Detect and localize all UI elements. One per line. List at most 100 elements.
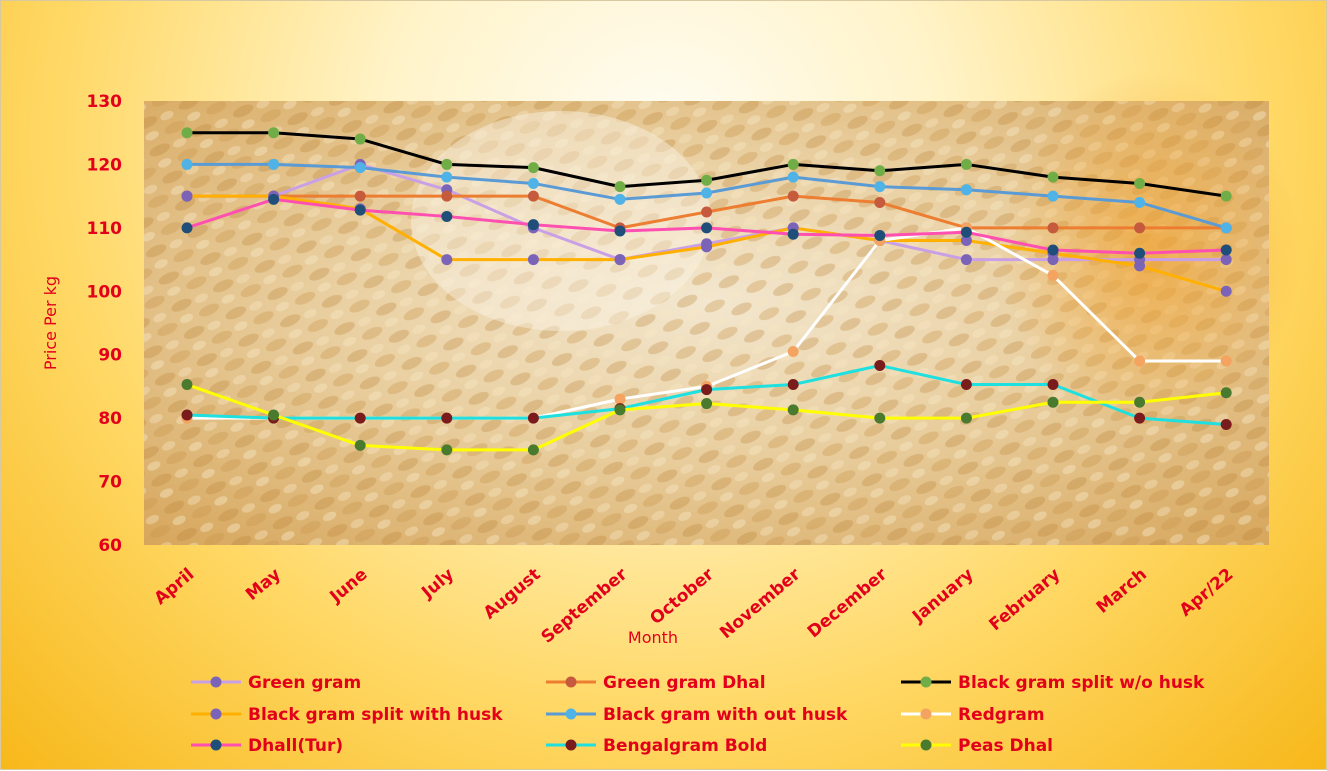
legend-item: Black gram split with husk bbox=[191, 705, 503, 725]
data-point bbox=[354, 439, 366, 451]
legend-item: Green gram bbox=[191, 673, 361, 693]
data-point bbox=[614, 393, 626, 405]
x-tick-label: June bbox=[326, 565, 372, 608]
data-point bbox=[1134, 260, 1146, 272]
data-point bbox=[527, 412, 539, 424]
data-point bbox=[874, 196, 886, 208]
legend-item: Black gram with out husk bbox=[546, 705, 848, 725]
y-tick-label: 80 bbox=[98, 409, 122, 429]
series-peas-dhal bbox=[181, 379, 1232, 456]
x-tick-label: August bbox=[480, 565, 545, 624]
x-axis-title: Month bbox=[628, 628, 678, 647]
data-point bbox=[960, 412, 972, 424]
data-point bbox=[181, 409, 193, 421]
data-point bbox=[268, 158, 280, 170]
data-point bbox=[527, 254, 539, 266]
x-tick-label: October bbox=[646, 564, 718, 629]
x-tick-label: April bbox=[151, 565, 199, 609]
data-point bbox=[354, 162, 366, 174]
data-point bbox=[701, 174, 713, 186]
data-point bbox=[527, 444, 539, 456]
data-point bbox=[441, 210, 453, 222]
data-point bbox=[181, 190, 193, 202]
data-point bbox=[701, 398, 713, 410]
data-point bbox=[181, 158, 193, 170]
data-point bbox=[787, 171, 799, 183]
data-point bbox=[268, 409, 280, 421]
series-layer bbox=[181, 127, 1232, 456]
legend-item: Bengalgram Bold bbox=[546, 736, 767, 756]
data-point bbox=[787, 404, 799, 416]
data-point bbox=[1134, 247, 1146, 259]
data-point bbox=[527, 219, 539, 231]
data-point bbox=[181, 379, 193, 391]
legend-label: Peas Dhal bbox=[958, 736, 1053, 756]
data-point bbox=[441, 254, 453, 266]
data-point bbox=[701, 187, 713, 199]
data-point bbox=[1134, 412, 1146, 424]
data-point bbox=[527, 190, 539, 202]
x-tick-label: Apr/22 bbox=[1176, 565, 1238, 621]
data-point bbox=[787, 228, 799, 240]
y-tick-label: 60 bbox=[98, 536, 122, 556]
data-point bbox=[787, 379, 799, 391]
data-point bbox=[354, 133, 366, 145]
data-point bbox=[614, 225, 626, 237]
data-point bbox=[441, 444, 453, 456]
x-tick-label: January bbox=[908, 565, 978, 628]
legend-swatch-marker bbox=[565, 676, 577, 688]
y-tick-label: 100 bbox=[87, 282, 123, 302]
legend-item: Peas Dhal bbox=[901, 736, 1053, 756]
data-point bbox=[701, 206, 713, 218]
data-point bbox=[1047, 222, 1059, 234]
legend-label: Black gram split with husk bbox=[248, 705, 503, 725]
legend-swatch-marker bbox=[210, 708, 222, 720]
data-point bbox=[1220, 418, 1232, 430]
y-tick-label: 70 bbox=[98, 473, 122, 493]
legend-label: Redgram bbox=[958, 705, 1045, 725]
data-point bbox=[268, 193, 280, 205]
legend-label: Dhall(Tur) bbox=[248, 736, 343, 756]
legend-item: Dhall(Tur) bbox=[191, 736, 343, 756]
data-point bbox=[701, 241, 713, 253]
series-dhall-tur- bbox=[181, 193, 1232, 259]
legend-item: Redgram bbox=[901, 705, 1045, 725]
data-point bbox=[874, 165, 886, 177]
legend-swatch-marker bbox=[565, 739, 577, 751]
y-tick-label: 120 bbox=[87, 155, 123, 175]
data-point bbox=[1134, 355, 1146, 367]
y-tick-label: 130 bbox=[87, 92, 123, 112]
data-point bbox=[960, 158, 972, 170]
data-point bbox=[960, 379, 972, 391]
legend: Green gram Green gram Dhal Black gram spli… bbox=[191, 673, 1205, 756]
legend-swatch-marker bbox=[565, 708, 577, 720]
x-tick-label: March bbox=[1093, 565, 1151, 618]
data-point bbox=[1134, 222, 1146, 234]
data-point bbox=[960, 254, 972, 266]
data-point bbox=[614, 404, 626, 416]
x-tick-label: February bbox=[985, 565, 1064, 636]
data-point bbox=[441, 190, 453, 202]
plot-background-image bbox=[144, 71, 1301, 545]
data-point bbox=[1047, 244, 1059, 256]
data-point bbox=[1047, 190, 1059, 202]
data-point bbox=[614, 181, 626, 193]
data-point bbox=[960, 184, 972, 196]
data-point bbox=[1220, 244, 1232, 256]
data-point bbox=[1220, 222, 1232, 234]
y-axis-title: Price Per kg bbox=[41, 276, 60, 370]
data-point bbox=[874, 359, 886, 371]
data-point bbox=[181, 222, 193, 234]
data-point bbox=[787, 346, 799, 358]
data-point bbox=[527, 162, 539, 174]
data-point bbox=[1134, 396, 1146, 408]
series-black-gram-with-out-husk bbox=[181, 158, 1232, 234]
data-point bbox=[874, 181, 886, 193]
y-tick-label: 90 bbox=[98, 346, 122, 366]
data-point bbox=[1134, 196, 1146, 208]
x-tick-label: July bbox=[417, 565, 458, 604]
legend-label: Green gram Dhal bbox=[603, 673, 766, 693]
